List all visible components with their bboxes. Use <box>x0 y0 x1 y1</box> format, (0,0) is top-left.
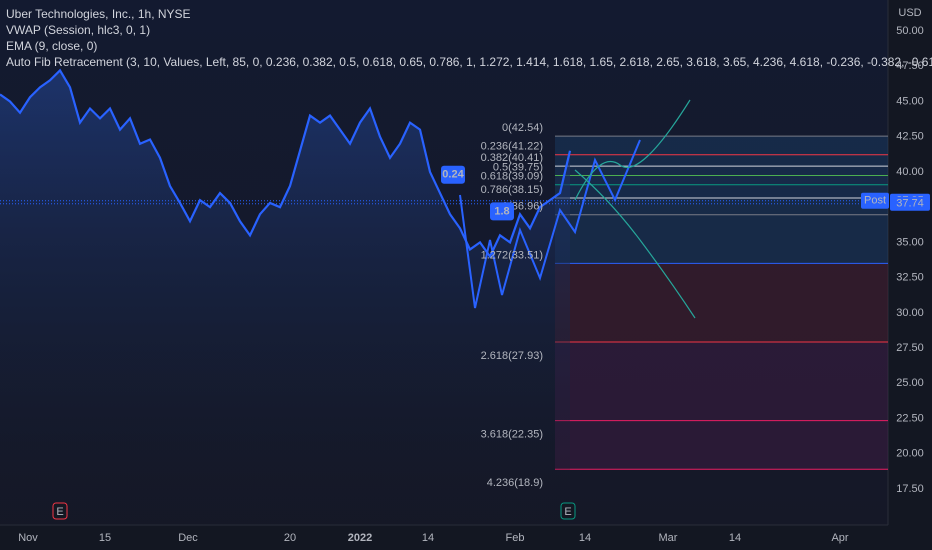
time-tick-label: Mar <box>659 532 678 544</box>
price-tick-label: 50.00 <box>896 25 924 37</box>
fib-label: 1.272(33.51) <box>481 249 543 261</box>
fib-zone <box>555 136 888 264</box>
time-tick-label: Dec <box>178 532 198 544</box>
price-tick-label: 25.00 <box>896 377 924 389</box>
price-area <box>0 70 570 525</box>
projection <box>574 99 691 201</box>
fib-zone <box>555 342 888 470</box>
fib-label: 0.618(39.09) <box>481 171 543 183</box>
price-tick-label: 40.00 <box>896 166 924 178</box>
currency: USD <box>898 7 921 19</box>
fib-label: 0.236(41.22) <box>481 141 543 153</box>
drawing <box>459 139 641 309</box>
price-tick-label: 47.50 <box>896 60 924 72</box>
legend-line: Auto Fib Retracement (3, 10, Values, Lef… <box>6 55 932 69</box>
time-tick-label: Feb <box>506 532 525 544</box>
legend-line: VWAP (Session, hlc3, 0, 1) <box>6 23 150 37</box>
event-marker <box>560 502 576 520</box>
time-tick-label: 14 <box>422 532 434 544</box>
price-line <box>0 68 572 259</box>
price-axis <box>888 0 932 550</box>
time-tick-label: 15 <box>99 532 111 544</box>
price-tick-label: 45.00 <box>896 95 924 107</box>
projection <box>574 169 696 319</box>
bubble <box>490 202 514 221</box>
time-tick-label: 2022 <box>348 532 372 544</box>
price-tick-label: 32.50 <box>896 272 924 284</box>
price-tick-label: 27.50 <box>896 342 924 354</box>
price-tick-label: 30.00 <box>896 307 924 319</box>
fib-label: 0(42.54) <box>502 122 543 134</box>
legend-line: EMA (9, close, 0) <box>6 39 97 53</box>
fib-label: 3.618(22.35) <box>481 429 543 441</box>
fib-label: 2.618(27.93) <box>481 350 543 362</box>
time-tick-label: Nov <box>18 532 38 544</box>
event-label: E <box>564 506 571 518</box>
fib-label: 0.5(39.75) <box>493 161 543 173</box>
legend-line: Uber Technologies, Inc., 1h, NYSE <box>6 7 191 21</box>
fib-label: 4.236(18.9) <box>487 477 543 489</box>
time-tick-label: Apr <box>831 532 848 544</box>
price-tick-label: 42.50 <box>896 131 924 143</box>
bubble-label: 1.8 <box>494 205 509 217</box>
price-tag <box>890 196 930 211</box>
time-axis <box>0 525 888 550</box>
price-tick-label: 20.00 <box>896 448 924 460</box>
price-tag-label: 37.74 <box>896 198 924 210</box>
session-tag-label: Post <box>864 195 886 207</box>
event-label: E <box>56 506 63 518</box>
fib-label: 0.786(38.15) <box>481 184 543 196</box>
bubble-label: 0.24 <box>442 169 464 181</box>
price-tick-label: 17.50 <box>896 483 924 495</box>
price-tick-label: 22.50 <box>896 412 924 424</box>
session-tag <box>861 192 889 209</box>
time-tick-label: 14 <box>729 532 741 544</box>
event-marker <box>52 502 68 520</box>
fib-label: 0.382(40.41) <box>481 152 543 164</box>
time-tick-label: 20 <box>284 532 296 544</box>
bubble <box>441 165 465 184</box>
fib-zone <box>555 263 888 343</box>
time-tick-label: 14 <box>579 532 591 544</box>
price-tick-label: 35.00 <box>896 236 924 248</box>
